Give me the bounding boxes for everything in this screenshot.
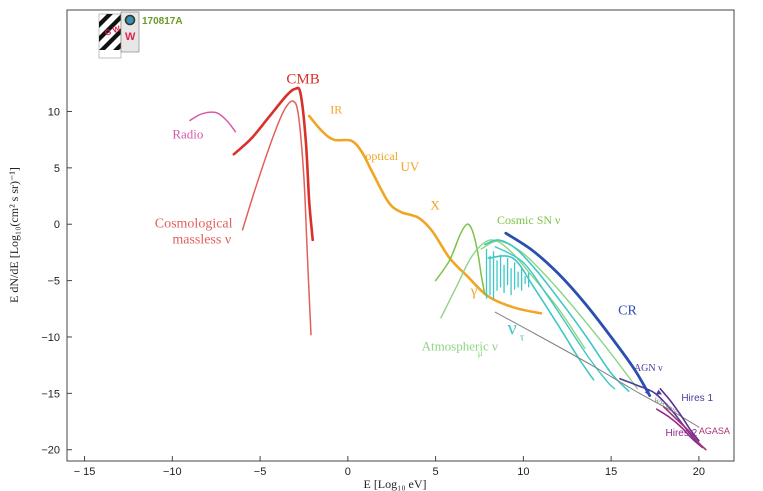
x-tick-label: 20 — [693, 466, 705, 478]
annotation-cosmic-sn: Cosmic SN ν — [497, 213, 561, 227]
y-axis-label: E dN/dE [Log₁₀(cm² s sr)⁻¹] — [7, 167, 21, 303]
annotation-cmb: CMB — [286, 71, 319, 87]
series-hires-1 — [659, 388, 700, 442]
series-cr — [504, 231, 652, 397]
event-label: 170817A — [142, 16, 183, 27]
w-badge-letter: W — [125, 31, 136, 43]
annotation-nu-tau-sub: τ — [520, 331, 525, 343]
annotation-cosmo-line1: Cosmological — [155, 217, 233, 232]
y-tick-label: −5 — [47, 276, 60, 288]
series-atmospheric-outer — [480, 240, 639, 390]
annotation-cosmo-line2: massless ν — [172, 232, 231, 247]
x-tick-label: −5 — [254, 466, 267, 478]
x-tick-label: −10 — [163, 466, 182, 478]
y-tick-label: −10 — [41, 332, 60, 344]
annotation-atmospheric: Atmospheric ν — [422, 339, 498, 354]
series-agasa — [663, 406, 707, 451]
annotation-agn: AGN ν — [634, 363, 663, 374]
annotation-hires2: Hires 2 — [666, 428, 698, 439]
annotation-optical: optical — [365, 149, 398, 163]
y-tick-label: −20 — [41, 445, 60, 457]
x-tick-label: 0 — [345, 466, 351, 478]
annotation-uv: UV — [401, 159, 420, 174]
annotation-hires1: Hires 1 — [681, 393, 713, 404]
series-upper — [484, 239, 630, 392]
gw-badge: G W W 170817A — [98, 11, 183, 59]
axes — [66, 9, 735, 462]
series-ir-optical-uv-x — [307, 114, 543, 315]
series-cosmic-sn — [434, 223, 486, 295]
series-cmb — [232, 86, 314, 242]
tick-marks: − 15 −10 −5 0 5 10 15 20 10 5 0 −5 −10 −15 −20 — [41, 106, 705, 478]
annotation-cr: CR — [618, 303, 637, 318]
x-tick-label: 10 — [517, 466, 529, 478]
gw-badge-stripes — [99, 14, 121, 50]
annotation-nu-tau: ν — [508, 318, 517, 340]
y-tick-label: −15 — [41, 388, 60, 400]
annotation-xray: X — [430, 198, 440, 213]
series-wb-limit — [494, 311, 700, 428]
x-tick-label: 15 — [605, 466, 617, 478]
x-axis-label: E [Log₁₀ eV] — [363, 477, 426, 491]
plot-frame — [66, 9, 735, 462]
annotation-gamma: γ — [470, 283, 478, 299]
curve-end-arrow — [644, 389, 650, 396]
series-radio — [189, 111, 237, 133]
y-tick-label: 10 — [48, 106, 60, 118]
annotation-radio: Radio — [172, 127, 203, 142]
y-tick-label: 5 — [54, 163, 60, 175]
annotation-atmospheric-sub: μ — [478, 348, 483, 358]
event-dot-icon — [124, 14, 136, 26]
data-series — [189, 86, 707, 451]
y-tick-label: 0 — [54, 219, 60, 231]
annotation-agasa: AGASA — [699, 426, 730, 436]
series-hires-2 — [656, 408, 704, 449]
series-middle — [494, 246, 616, 390]
annotation-wb: WB limit — [652, 396, 679, 415]
x-tick-label: − 15 — [74, 466, 96, 478]
annotation-ir: IR — [330, 103, 342, 117]
series-agn — [619, 377, 702, 446]
series-lower — [487, 255, 595, 381]
x-tick-label: 5 — [433, 466, 439, 478]
curve-end-arrow — [656, 389, 663, 395]
series-cosmological-massless — [241, 100, 312, 336]
